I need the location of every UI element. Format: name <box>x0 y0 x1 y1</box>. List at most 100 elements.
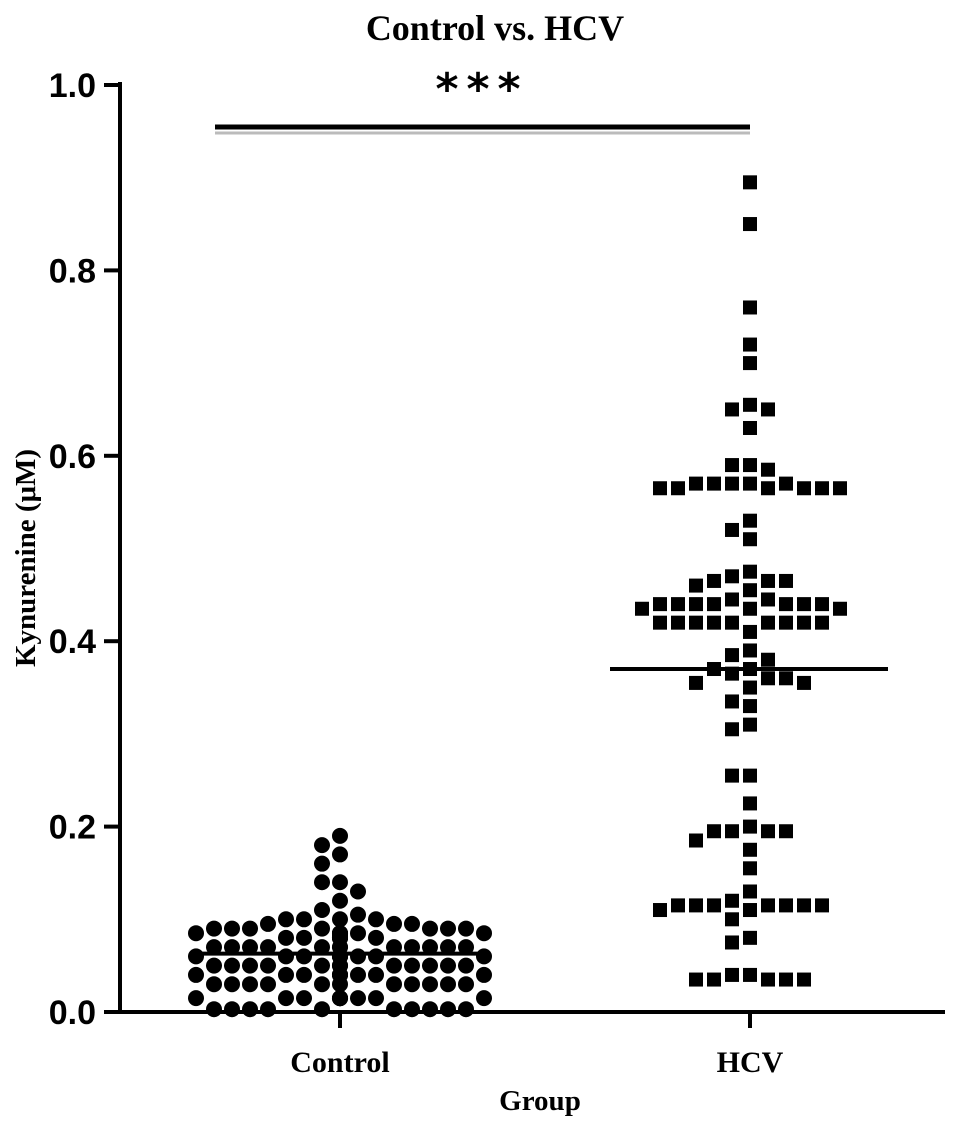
hcv-data-point <box>671 615 685 630</box>
hcv-data-point <box>743 564 757 579</box>
hcv-data-point <box>779 898 793 913</box>
control-data-point <box>422 939 438 956</box>
hcv-data-point <box>833 481 847 496</box>
control-data-point <box>350 990 366 1007</box>
control-data-point <box>404 976 420 993</box>
hcv-data-point <box>797 615 811 630</box>
hcv-data-point <box>743 861 757 876</box>
control-data-point <box>206 939 222 956</box>
control-data-point <box>260 957 276 974</box>
x-axis-title: Group <box>499 1085 581 1117</box>
control-data-point <box>206 957 222 974</box>
control-data-point <box>242 920 258 937</box>
control-data-point <box>368 911 384 928</box>
control-data-point <box>350 906 366 923</box>
control-data-point <box>278 929 294 946</box>
hcv-data-point <box>815 615 829 630</box>
control-data-point <box>296 966 312 983</box>
hcv-data-point <box>689 833 703 848</box>
hcv-data-point <box>761 972 775 987</box>
hcv-data-point <box>797 481 811 496</box>
control-data-point <box>314 957 330 974</box>
y-tick-label: 0.2 <box>49 809 96 847</box>
control-data-point <box>350 966 366 983</box>
hcv-data-point <box>779 972 793 987</box>
control-data-point <box>314 976 330 993</box>
hcv-data-point <box>725 402 739 417</box>
control-data-point <box>404 957 420 974</box>
hcv-data-point <box>743 175 757 190</box>
control-data-point <box>314 1001 330 1018</box>
hcv-data-point <box>761 824 775 839</box>
hcv-data-point <box>779 824 793 839</box>
hcv-data-point <box>779 671 793 686</box>
hcv-data-point <box>707 615 721 630</box>
control-data-point <box>278 911 294 928</box>
hcv-data-point <box>725 935 739 950</box>
control-data-point <box>440 957 456 974</box>
hcv-data-point <box>725 722 739 737</box>
control-data-point <box>422 1001 438 1018</box>
hcv-data-point <box>779 573 793 588</box>
control-data-point <box>440 920 456 937</box>
hcv-data-point <box>671 898 685 913</box>
hcv-data-point <box>689 675 703 690</box>
hcv-data-point <box>743 356 757 371</box>
control-data-point <box>440 976 456 993</box>
hcv-data-point <box>761 671 775 686</box>
hcv-data-point <box>707 573 721 588</box>
hcv-data-point <box>761 592 775 607</box>
hcv-data-point <box>725 569 739 584</box>
hcv-data-point <box>815 597 829 612</box>
control-data-point <box>206 1001 222 1018</box>
hcv-data-point <box>761 462 775 477</box>
hcv-data-point <box>725 893 739 908</box>
hcv-data-point <box>815 898 829 913</box>
control-data-point <box>224 957 240 974</box>
hcv-data-point <box>725 476 739 491</box>
control-data-point <box>296 911 312 928</box>
control-data-point <box>332 827 348 844</box>
control-data-point <box>386 976 402 993</box>
x-tick-label: HCV <box>717 1046 784 1079</box>
hcv-data-point <box>779 615 793 630</box>
control-data-point <box>224 939 240 956</box>
control-data-point <box>224 920 240 937</box>
y-tick-label: 0.8 <box>49 252 96 290</box>
control-data-point <box>386 939 402 956</box>
chart-title: Control vs. HCV <box>366 8 624 48</box>
y-ticks: 0.0 0.2 0.4 0.6 0.8 1.0 <box>49 67 120 1032</box>
hcv-data-point <box>725 967 739 982</box>
control-data-point <box>386 1001 402 1018</box>
hcv-data-point <box>761 573 775 588</box>
x-tick-label: Control <box>290 1046 389 1079</box>
control-data-point <box>404 1001 420 1018</box>
control-data-point <box>242 939 258 956</box>
control-data-point <box>242 957 258 974</box>
control-data-point <box>260 939 276 956</box>
hcv-data-point <box>797 675 811 690</box>
control-data-point <box>350 925 366 942</box>
control-data-point <box>296 990 312 1007</box>
mean-lines <box>200 667 888 956</box>
hcv-data-point <box>689 972 703 987</box>
hcv-data-point <box>689 578 703 593</box>
control-data-point <box>458 1001 474 1018</box>
control-data-point <box>458 957 474 974</box>
hcv-data-point <box>743 643 757 658</box>
control-data-point <box>476 948 492 965</box>
hcv-data-point <box>797 597 811 612</box>
control-data-point <box>422 920 438 937</box>
control-data-point <box>224 1001 240 1018</box>
control-data-point <box>350 883 366 900</box>
control-data-point <box>314 855 330 872</box>
control-data-point <box>458 920 474 937</box>
hcv-data-point <box>653 615 667 630</box>
hcv-data-point <box>743 819 757 834</box>
hcv-data-point <box>707 476 721 491</box>
control-data-point <box>260 915 276 932</box>
y-tick-label: 0.0 <box>49 994 96 1032</box>
hcv-data-point <box>743 337 757 352</box>
control-data-point <box>296 929 312 946</box>
control-data-point <box>386 957 402 974</box>
